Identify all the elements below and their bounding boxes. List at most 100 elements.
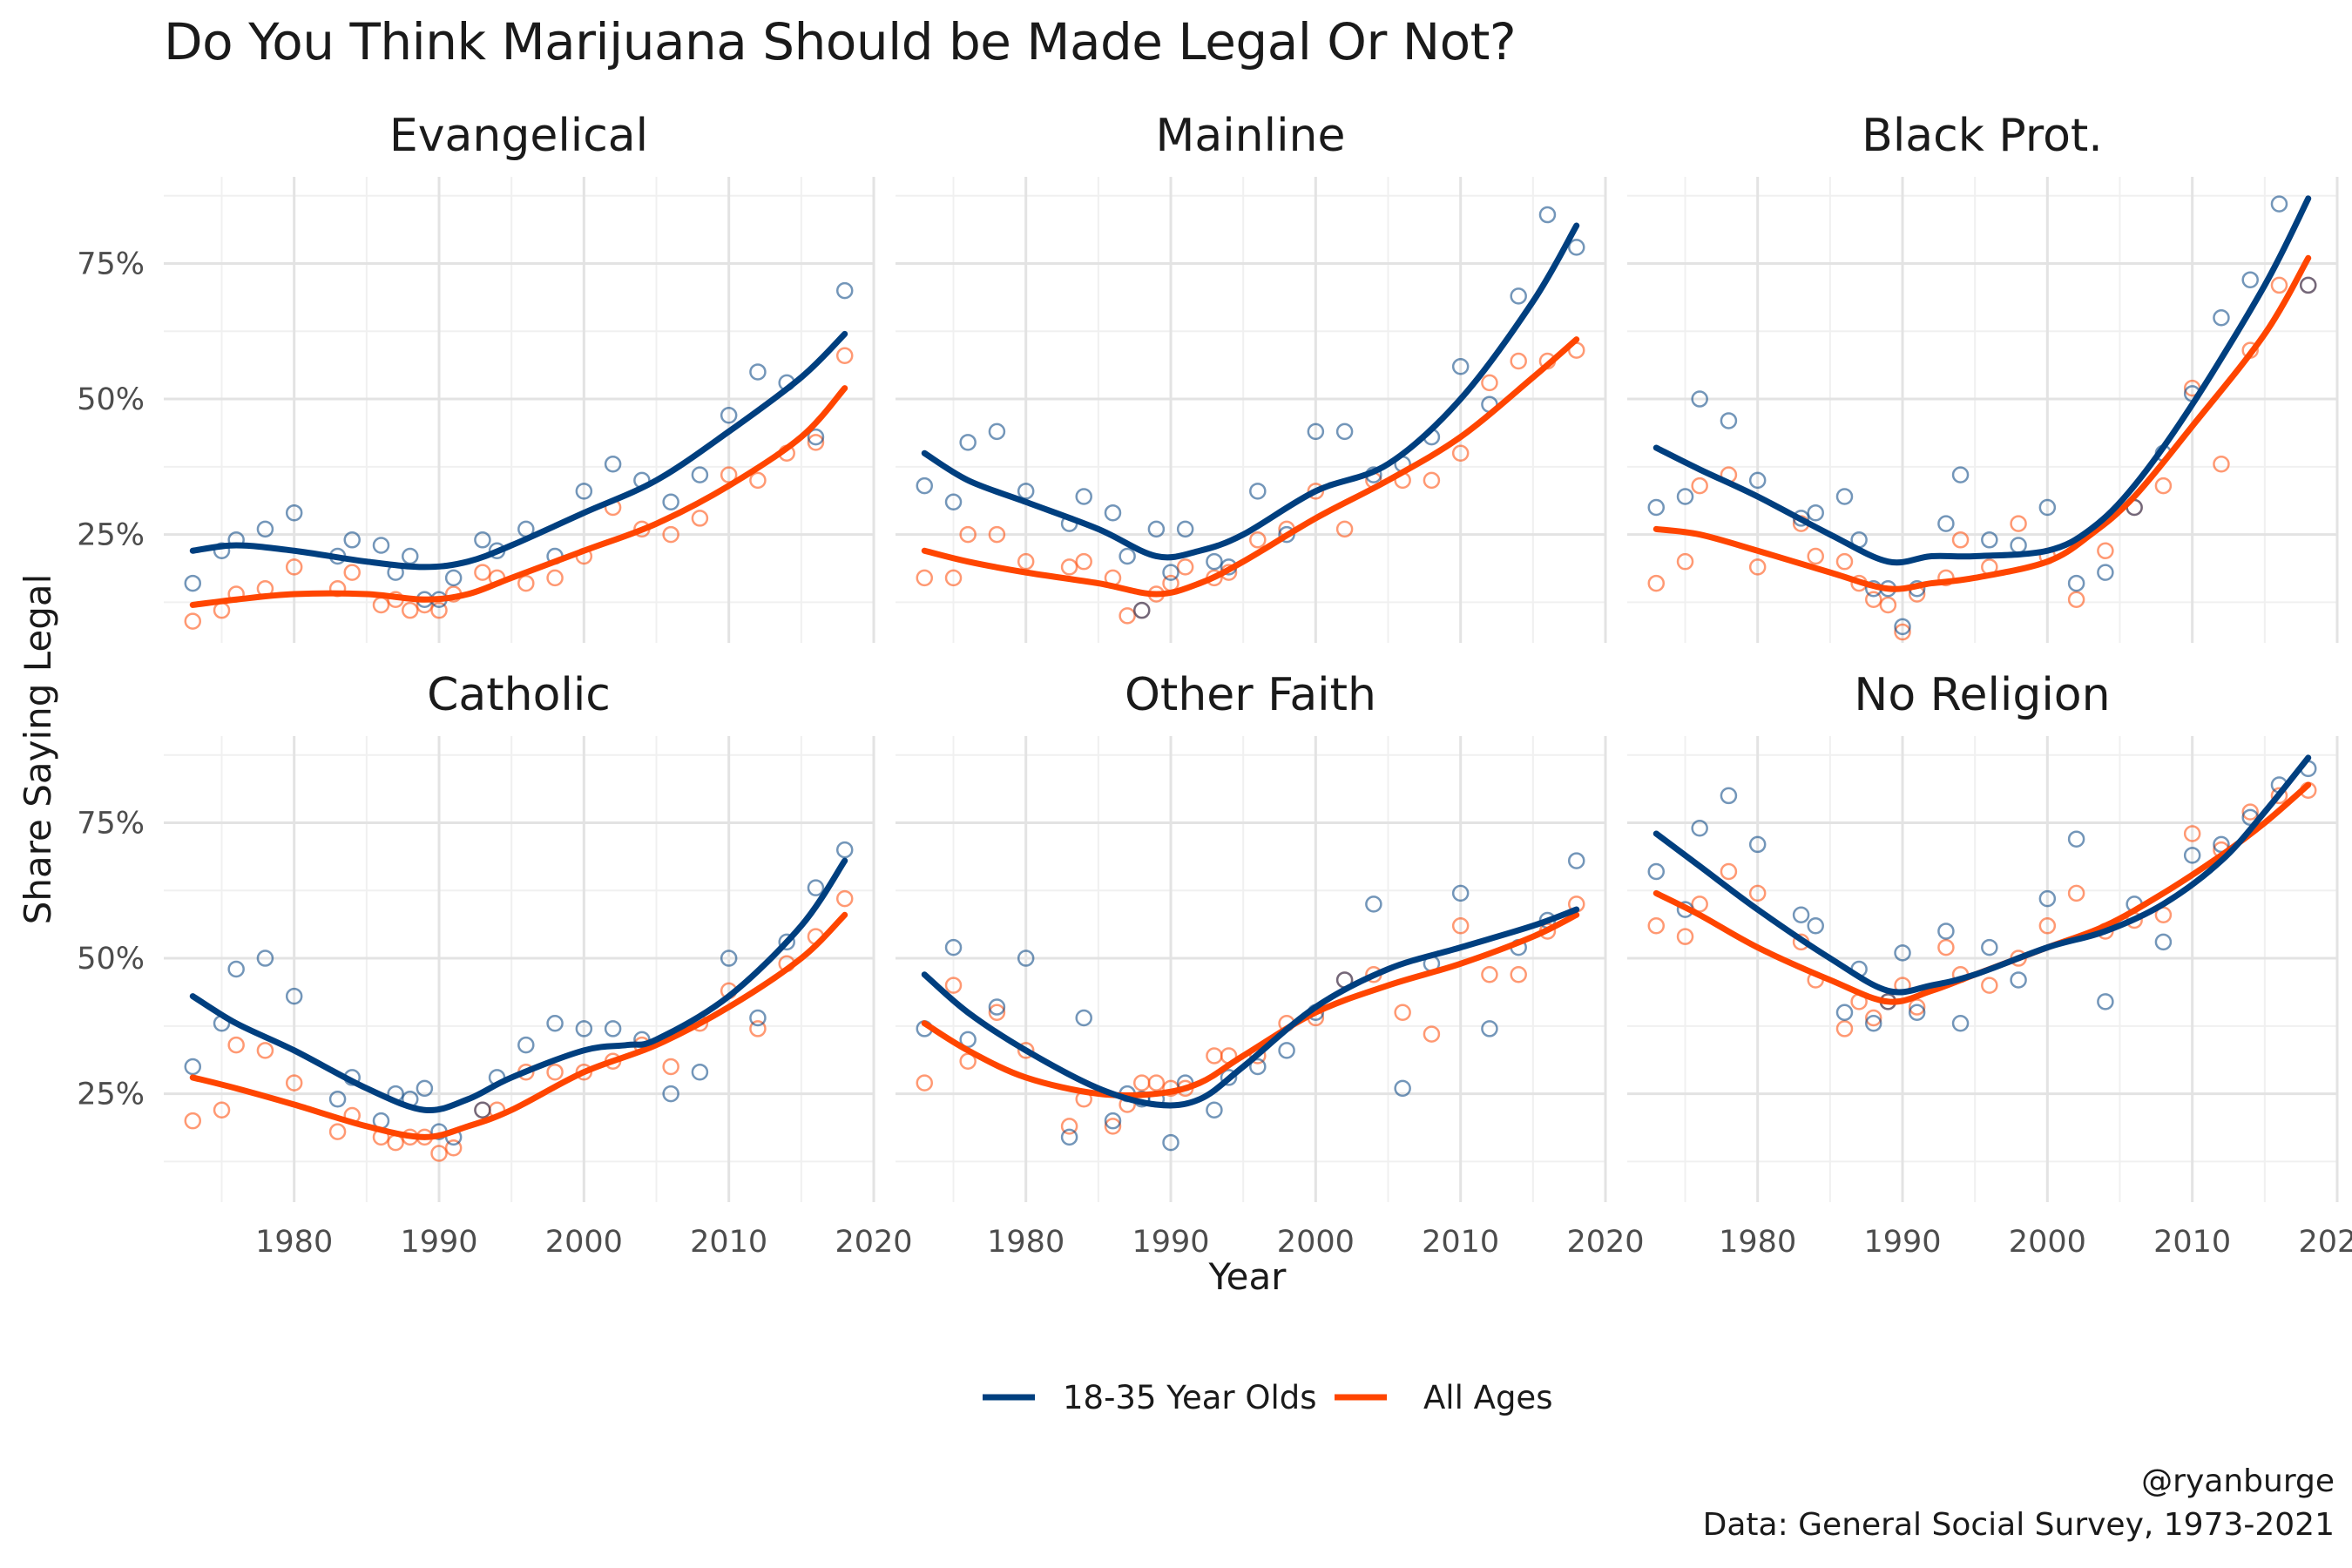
data-point-young xyxy=(1104,1112,1122,1130)
data-point-all-ages xyxy=(944,569,963,587)
data-point-all-ages xyxy=(2067,884,2085,902)
data-point-all-ages xyxy=(343,564,361,581)
panel-no-religion: No Religion 1980 1990 2000 2010 2020 xyxy=(1627,669,2352,1260)
trend-line-young xyxy=(1652,754,2312,996)
data-point-young xyxy=(604,1020,622,1037)
data-point-young xyxy=(1017,483,1035,500)
data-point-all-ages xyxy=(1748,884,1767,902)
data-point-all-ages xyxy=(1176,558,1194,576)
data-point-all-ages xyxy=(402,601,419,619)
data-point-young xyxy=(2154,933,2173,951)
data-point-all-ages xyxy=(1481,374,1498,392)
x-axis-title: Year xyxy=(1208,1255,1288,1298)
data-point-young xyxy=(1060,1128,1078,1146)
data-point-all-ages xyxy=(1451,444,1470,463)
data-point-young xyxy=(285,504,303,522)
data-point-young xyxy=(1220,1069,1238,1086)
data-point-young xyxy=(575,1020,593,1037)
data-point-young xyxy=(575,483,593,500)
panel-title-no-religion: No Religion xyxy=(1854,669,2110,721)
x-tick-label: 2010 xyxy=(2153,1225,2231,1260)
x-tick-label: 2020 xyxy=(2298,1225,2352,1260)
data-point-young xyxy=(988,998,1006,1016)
trend-line-all-ages xyxy=(921,336,1580,598)
data-point-all-ages xyxy=(835,889,854,908)
data-point-young xyxy=(2270,195,2288,213)
data-point-all-ages xyxy=(517,574,535,592)
x-tick-label: 2010 xyxy=(690,1225,767,1260)
data-point-young xyxy=(1133,601,1151,619)
data-point-young xyxy=(1691,390,1708,408)
data-point-young xyxy=(1981,938,1998,956)
data-point-all-ages xyxy=(1335,520,1354,538)
y-tick-label: 25% xyxy=(77,518,145,553)
data-point-young xyxy=(1075,1009,1092,1027)
data-point-all-ages xyxy=(2038,916,2057,935)
data-point-all-ages xyxy=(835,347,854,365)
data-point-young xyxy=(474,1101,491,1119)
data-point-all-ages xyxy=(1451,916,1470,935)
data-point-young xyxy=(691,466,709,483)
data-point-young xyxy=(749,1009,767,1027)
data-point-all-ages xyxy=(959,525,977,544)
credit-handle: @ryanburge xyxy=(2141,1463,2335,1499)
data-point-young xyxy=(1835,488,1854,505)
panel-evangelical: Evangelical 25% 50% 75% xyxy=(77,110,875,643)
data-point-young xyxy=(944,493,963,511)
data-point-young xyxy=(1951,466,1970,483)
data-point-young xyxy=(1119,547,1136,565)
trend-line-all-ages xyxy=(189,911,848,1140)
data-point-all-ages xyxy=(2154,476,2173,495)
y-tick-label: 50% xyxy=(77,942,145,977)
data-point-young xyxy=(720,406,738,424)
data-point-young xyxy=(416,1079,434,1098)
legend: 18-35 Year Olds All Ages xyxy=(983,1379,1552,1416)
data-point-all-ages xyxy=(749,471,767,490)
data-point-young xyxy=(2213,308,2230,327)
panel-catholic: Catholic 25% 50% 75% 1980 1990 2000 2010 2020 xyxy=(77,669,912,1260)
data-point-young xyxy=(807,879,825,896)
data-point-all-ages xyxy=(430,601,448,619)
data-point-young xyxy=(749,363,767,381)
data-point-young xyxy=(343,531,361,549)
data-point-all-ages xyxy=(1807,547,1824,565)
data-point-all-ages xyxy=(2241,803,2259,821)
data-point-all-ages xyxy=(1017,552,1035,571)
data-point-young xyxy=(1162,1133,1179,1152)
data-point-all-ages xyxy=(546,1063,564,1081)
data-point-young xyxy=(1647,862,1666,881)
data-point-all-ages xyxy=(1133,1074,1151,1092)
data-point-all-ages xyxy=(474,564,491,581)
data-point-all-ages xyxy=(1835,1020,1854,1037)
data-point-young xyxy=(1894,944,1911,962)
data-point-all-ages xyxy=(285,1074,303,1092)
data-point-young xyxy=(184,1058,202,1076)
data-point-all-ages xyxy=(1865,1009,1882,1027)
data-point-all-ages xyxy=(1937,569,1955,587)
data-point-young xyxy=(1748,471,1767,490)
data-point-young xyxy=(1937,923,1955,940)
data-point-all-ages xyxy=(1104,1118,1122,1135)
data-point-all-ages xyxy=(662,525,679,544)
data-point-young xyxy=(2097,993,2114,1010)
x-tick-label: 2020 xyxy=(835,1225,912,1260)
panel-title-catholic: Catholic xyxy=(427,669,611,721)
data-point-all-ages xyxy=(1075,552,1092,571)
data-point-all-ages xyxy=(2183,825,2201,842)
data-point-all-ages xyxy=(328,1123,347,1140)
data-point-young xyxy=(1567,852,1585,869)
data-point-young xyxy=(720,950,738,967)
data-point-young xyxy=(988,422,1006,441)
data-point-young xyxy=(2010,537,2027,554)
data-point-all-ages xyxy=(1908,998,1926,1016)
x-tick-label: 1980 xyxy=(255,1225,333,1260)
data-point-all-ages xyxy=(184,1112,202,1130)
data-point-all-ages xyxy=(1647,916,1666,935)
data-point-young xyxy=(944,938,963,956)
data-point-young xyxy=(916,476,934,495)
data-point-young xyxy=(1451,884,1470,902)
trend-line-all-ages xyxy=(189,385,848,608)
data-point-young xyxy=(1176,520,1194,538)
x-tick-label: 2010 xyxy=(1422,1225,1499,1260)
